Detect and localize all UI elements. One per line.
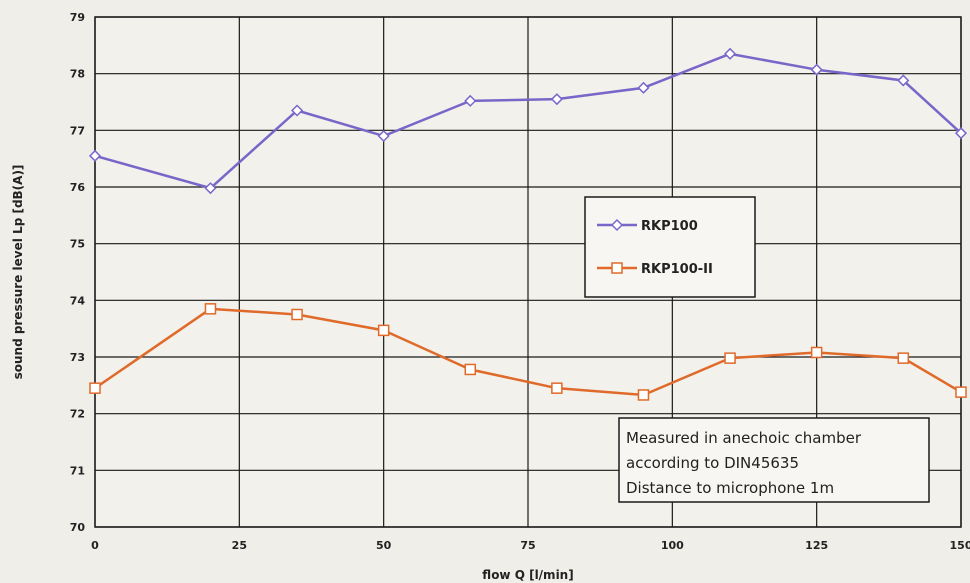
data-point-rkp100 [954,127,968,140]
data-point-rkp100 [724,47,737,60]
x-tick-label: 50 [376,539,392,552]
data-point-rkp100-ii [464,363,477,376]
annotation-box [618,417,930,503]
data-point-rkp100 [550,93,563,106]
y-tick-label: 79 [70,11,85,24]
data-point-rkp100-ii [810,346,823,359]
y-axis-title: sound pressure level Lp [dB(A)] [11,165,25,380]
data-point-rkp100 [810,63,823,76]
series [88,47,968,401]
x-tick-label: 150 [950,539,970,552]
legend-marker-rkp100 [610,218,624,232]
x-tick-label: 125 [805,539,828,552]
y-tick-label: 72 [70,408,85,421]
data-point-rkp100-ii [637,389,650,401]
data-point-rkp100-ii [204,303,217,315]
y-tick-label: 74 [70,294,86,307]
data-point-rkp100 [637,81,650,94]
data-point-rkp100 [88,149,102,162]
data-point-rkp100-ii [291,308,303,321]
y-tick-label: 76 [70,181,86,194]
legend: RKP100 RKP100-II [584,196,756,298]
annotation-line-1: Measured in anechoic chamber [626,429,862,447]
data-point-rkp100 [897,74,910,87]
legend-marker-rkp100-ii [611,262,623,274]
data-point-rkp100 [464,94,477,107]
legend-label-rkp100-ii: RKP100-II [641,262,713,277]
y-tick-label: 71 [70,464,85,477]
annotation-line-3: Distance to microphone 1m [626,479,834,497]
x-axis-title: flow Q [l/min] [482,568,573,582]
data-point-rkp100 [291,104,304,117]
tick-labels: 70 71 72 73 74 75 76 77 78 79 0 25 50 75 100 125 150 [70,11,970,552]
y-tick-label: 70 [70,521,86,534]
data-point-rkp100-ii [551,382,563,394]
data-point-rkp100-ii [377,324,390,337]
x-tick-label: 100 [661,539,684,552]
annotation: Measured in anechoic chamber according t… [618,417,930,503]
data-point-rkp100-ii [955,386,967,398]
x-tick-label: 25 [232,539,247,552]
x-tick-label: 75 [520,539,535,552]
data-point-rkp100-ii [897,352,910,364]
data-point-rkp100-ii [724,352,736,364]
annotation-line-2: according to DIN45635 [626,454,799,472]
data-point-rkp100 [377,129,390,143]
legend-label-rkp100: RKP100 [641,219,698,234]
legend-box [584,196,756,298]
y-tick-label: 73 [70,351,85,364]
y-tick-label: 77 [70,124,85,137]
y-tick-label: 75 [70,238,85,251]
data-point-rkp100 [204,182,217,195]
y-tick-label: 78 [70,68,85,81]
plot-border [94,16,962,528]
data-point-rkp100-ii [89,382,101,394]
x-tick-label: 0 [91,539,99,552]
